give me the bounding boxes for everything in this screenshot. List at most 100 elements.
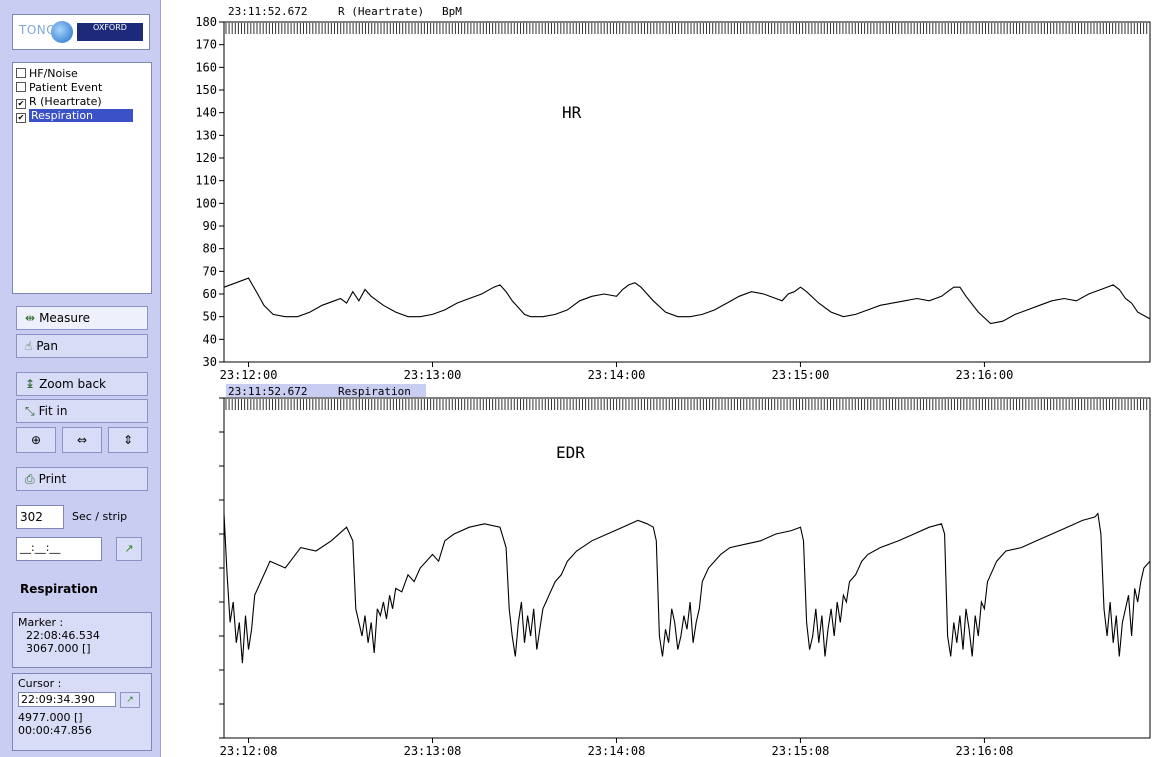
goto-time-button[interactable]: ↗ bbox=[116, 537, 142, 561]
hr-plot-frame bbox=[223, 21, 1151, 363]
y-tick-label: 100 bbox=[195, 196, 217, 210]
fit-in-button[interactable]: ⤡ Fit in bbox=[16, 399, 148, 423]
zoom-vertical-icon: ⇕ bbox=[122, 433, 134, 447]
hr-chart[interactable]: 23:11:52.672 R (Heartrate) BpM 180 170 160… bbox=[195, 5, 1151, 382]
hr-x-axis: 23:12:00 23:13:00 23:14:00 23:15:00 23:16:00 bbox=[220, 362, 1014, 382]
marker-time: 22:08:46.534 bbox=[26, 629, 100, 642]
marker-value: 3067.000 [] bbox=[26, 642, 91, 655]
hr-header-channel: R (Heartrate) bbox=[338, 5, 424, 18]
hr-series-line bbox=[223, 277, 1151, 325]
sec-per-strip-label: Sec / strip bbox=[72, 510, 128, 523]
y-tick-label: 160 bbox=[195, 60, 217, 74]
x-tick-label: 23:15:08 bbox=[772, 744, 830, 757]
y-tick-label: 150 bbox=[195, 83, 217, 97]
y-tick-label: 30 bbox=[203, 355, 217, 369]
edr-series-line bbox=[223, 512, 1151, 664]
marker-label: Marker : bbox=[18, 616, 64, 629]
print-button[interactable]: ⎙ Print bbox=[16, 467, 148, 491]
channel-list[interactable]: HF/Noise Patient Event ✔ R (Heartrate) ✔ R… bbox=[12, 62, 152, 294]
channel-label: Respiration bbox=[29, 109, 134, 122]
sec-per-strip-input[interactable]: 302 bbox=[16, 505, 64, 529]
pan-label: Pan bbox=[36, 339, 58, 353]
x-tick-label: 23:14:00 bbox=[588, 368, 646, 382]
measure-button[interactable]: ⇹ Measure bbox=[16, 306, 148, 330]
channel-label: Patient Event bbox=[29, 81, 103, 94]
logo-brand-left: TONO bbox=[19, 23, 57, 37]
hr-annotation: HR bbox=[562, 103, 582, 122]
edr-plot-frame bbox=[223, 397, 1151, 739]
channel-checkbox[interactable] bbox=[16, 68, 26, 78]
zoom-horizontal-icon: ⇔ bbox=[76, 433, 88, 447]
logo-circle-icon bbox=[51, 21, 73, 43]
x-tick-label: 23:12:00 bbox=[220, 368, 278, 382]
edr-x-axis: 23:12:08 23:13:08 23:14:08 23:15:08 23:16:08 bbox=[220, 738, 1014, 757]
zoom-vertical-button[interactable]: ⇕ bbox=[108, 427, 148, 453]
edr-annotation: EDR bbox=[556, 443, 585, 462]
y-tick-label: 40 bbox=[203, 332, 217, 346]
x-tick-label: 23:16:00 bbox=[956, 368, 1014, 382]
y-tick-label: 60 bbox=[203, 287, 217, 301]
y-tick-label: 110 bbox=[195, 174, 217, 188]
zoom-button-row: ⊕ ⇔ ⇕ bbox=[16, 427, 148, 455]
zoom-back-icon: ↨ bbox=[25, 377, 36, 391]
goto-time-input[interactable]: __:__:__ bbox=[16, 537, 102, 561]
y-tick-label: 90 bbox=[203, 219, 217, 233]
measure-label: Measure bbox=[39, 311, 91, 325]
y-tick-label: 180 bbox=[195, 15, 217, 29]
x-tick-label: 23:16:08 bbox=[956, 744, 1014, 757]
edr-header-channel: Respiration bbox=[338, 385, 411, 398]
zoom-back-button[interactable]: ↨ Zoom back bbox=[16, 372, 148, 396]
edr-beat-markers bbox=[225, 399, 1148, 410]
channel-label: HF/Noise bbox=[29, 67, 78, 80]
y-tick-label: 140 bbox=[195, 106, 217, 120]
printer-icon: ⎙ bbox=[25, 472, 35, 486]
zoom-back-label: Zoom back bbox=[39, 377, 106, 391]
current-channel-label: Respiration bbox=[20, 582, 98, 596]
edr-y-axis bbox=[219, 397, 224, 739]
edr-chart[interactable]: 23:11:52.672 Respiration 23:12:08 23:13:0… bbox=[219, 384, 1151, 757]
logo-brand-right: OXFORD bbox=[77, 23, 143, 41]
y-tick-label: 170 bbox=[195, 38, 217, 52]
zoom-in-button[interactable]: ⊕ bbox=[16, 427, 56, 453]
channel-item-heartrate[interactable]: ✔ R (Heartrate) bbox=[16, 95, 151, 109]
hr-header-unit: BpM bbox=[442, 5, 462, 18]
pan-button[interactable]: ☝ Pan bbox=[16, 334, 148, 358]
x-tick-label: 23:13:00 bbox=[404, 368, 462, 382]
hr-y-axis: 180 170 160 150 140 130 120 110 100 90 80 70 60 50 40 3… bbox=[195, 15, 224, 369]
zoom-in-icon: ⊕ bbox=[30, 433, 42, 447]
x-tick-label: 23:14:08 bbox=[588, 744, 646, 757]
y-tick-label: 120 bbox=[195, 151, 217, 165]
app-logo: TONO OXFORD bbox=[12, 14, 150, 50]
x-tick-label: 23:12:08 bbox=[220, 744, 278, 757]
x-tick-label: 23:13:08 bbox=[404, 744, 462, 757]
cursor-time[interactable]: 22:09:34.390 bbox=[18, 692, 116, 707]
channel-checkbox[interactable] bbox=[16, 82, 26, 92]
channel-item-hf-noise[interactable]: HF/Noise bbox=[16, 67, 151, 81]
print-label: Print bbox=[38, 472, 67, 486]
channel-label: R (Heartrate) bbox=[29, 95, 102, 108]
hr-beat-markers bbox=[225, 23, 1148, 34]
channel-item-respiration[interactable]: ✔ Respiration bbox=[16, 109, 151, 123]
control-panel: TONO OXFORD HF/Noise Patient Event ✔ R (H… bbox=[0, 0, 161, 757]
y-tick-label: 130 bbox=[195, 128, 217, 142]
edr-header-time: 23:11:52.672 bbox=[228, 385, 307, 398]
marker-info: Marker : 22:08:46.534 3067.000 [] bbox=[12, 612, 152, 668]
zoom-horizontal-button[interactable]: ⇔ bbox=[62, 427, 102, 453]
measure-icon: ⇹ bbox=[25, 311, 36, 325]
hand-icon: ☝ bbox=[25, 339, 33, 353]
y-tick-label: 50 bbox=[203, 310, 217, 324]
cursor-delta: 00:00:47.856 bbox=[18, 724, 92, 737]
hr-header-time: 23:11:52.672 bbox=[228, 5, 307, 18]
cursor-label: Cursor : bbox=[18, 677, 62, 690]
fit-in-label: Fit in bbox=[38, 404, 68, 418]
channel-checkbox-checked[interactable]: ✔ bbox=[16, 99, 26, 109]
y-tick-label: 70 bbox=[203, 264, 217, 278]
fit-in-icon: ⤡ bbox=[25, 404, 35, 418]
cursor-goto-button[interactable]: ↗ bbox=[120, 692, 140, 708]
channel-item-patient-event[interactable]: Patient Event bbox=[16, 81, 151, 95]
chart-area[interactable]: 23:11:52.672 R (Heartrate) BpM 180 170 160… bbox=[160, 0, 1153, 757]
y-tick-label: 80 bbox=[203, 242, 217, 256]
goto-arrow-icon: ↗ bbox=[124, 542, 134, 555]
channel-checkbox-checked[interactable]: ✔ bbox=[16, 113, 26, 123]
cursor-info: Cursor : 22:09:34.390 ↗ 4977.000 [] 00:00… bbox=[12, 673, 152, 751]
